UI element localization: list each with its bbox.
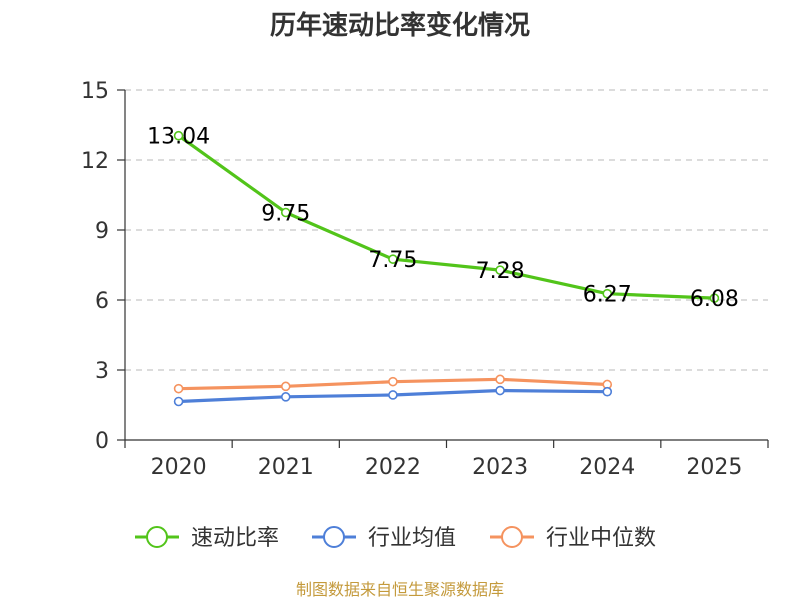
data-point [602,288,613,299]
data-point [495,385,505,396]
legend-label: 速动比率 [191,526,279,551]
legend-item[interactable]: 速动比率 [135,526,279,551]
data-point [388,390,398,400]
series [173,130,720,407]
data-point [388,376,398,387]
legend-label: 行业均值 [368,526,456,551]
y-tick-label: 9 [95,219,109,244]
legend-item[interactable]: 行业均值 [312,526,456,551]
data-point [280,392,291,402]
y-tick-label: 12 [81,149,109,174]
data-point [173,383,184,394]
source-note: 制图数据来自恒生聚源数据库 [296,580,504,599]
data-label: 13.04 [147,125,210,150]
y-tick-label: 0 [95,429,109,454]
legend-marker [146,526,168,548]
legend-label: 行业中位数 [546,526,656,551]
data-point [280,381,291,392]
legend-marker [501,526,523,548]
data-label: 6.27 [583,283,632,308]
legend-marker [323,526,345,548]
y-tick-label: 3 [95,359,109,384]
legend-item[interactable]: 行业中位数 [490,526,656,551]
chart-title: 历年速动比率变化情况 [270,10,530,41]
x-tick-label: 2023 [472,455,528,480]
data-labels: 13.04 9.75 7.75 7.28 6.27 6.08 [147,125,739,312]
x-tick-label: 2022 [365,455,421,480]
x-tick-label: 2021 [258,455,314,480]
grid [125,89,768,371]
data-label: 7.75 [368,248,417,273]
legend[interactable]: 速动比率 行业均值 行业中位数 [135,526,656,551]
y-tick-label: 15 [81,79,109,104]
data-point [173,396,184,407]
data-point [602,386,613,397]
x-tick-label: 2024 [579,455,635,480]
x-tick-label: 2025 [686,455,742,480]
data-point [280,207,291,218]
data-point [495,374,505,385]
x-tick-label: 2020 [151,455,207,480]
data-point [709,293,720,303]
data-point [173,130,184,141]
data-point [495,265,505,275]
data-label: 6.08 [690,287,739,312]
data-label: 9.75 [261,202,310,227]
data-point [388,254,398,264]
data-label: 7.28 [476,259,525,284]
y-tick-label: 6 [95,289,109,314]
axes: 0 3 6 9 12 15 2020 2021 2022 2023 2024 2025 [81,79,769,480]
series-line-0 [177,134,716,300]
